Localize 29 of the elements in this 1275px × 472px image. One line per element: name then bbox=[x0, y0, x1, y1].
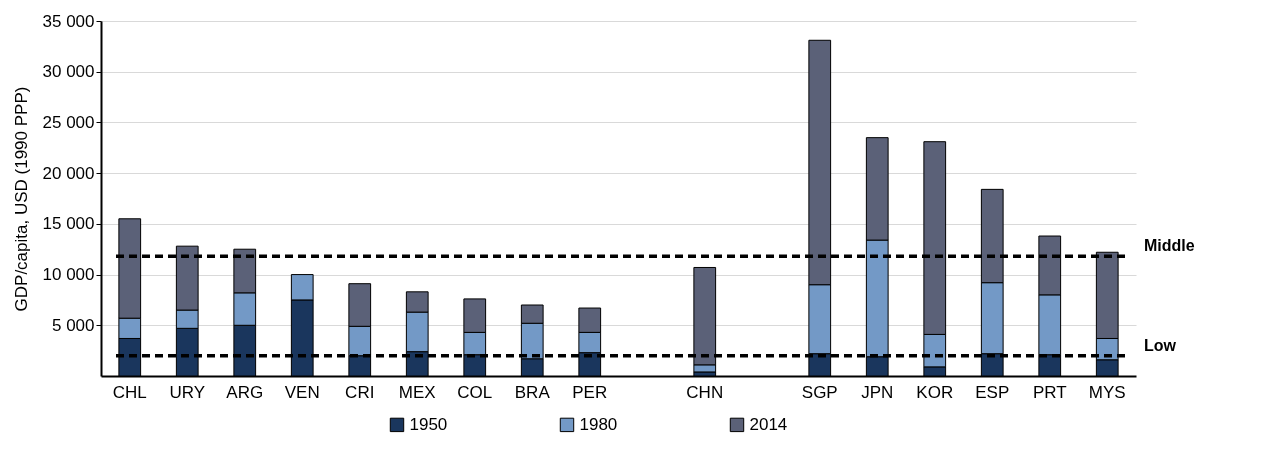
x-tick-label: ESP bbox=[975, 382, 1010, 402]
y-axis-title: GDP/capita, USD (1990 PPP) bbox=[11, 86, 31, 312]
x-tick-label: ARG bbox=[226, 382, 264, 402]
y-tick-label: 15 000 bbox=[42, 214, 95, 234]
y-tick-label: 20 000 bbox=[42, 163, 95, 183]
x-tick-label: MYS bbox=[1088, 382, 1126, 402]
legend-label: 1980 bbox=[579, 414, 618, 434]
y-tick-label: 35 000 bbox=[42, 11, 95, 31]
x-tick-label: KOR bbox=[916, 382, 954, 402]
legend-label: 1950 bbox=[409, 414, 448, 434]
x-tick-label: BRA bbox=[514, 382, 551, 402]
ref-line-label: Low bbox=[1144, 336, 1177, 354]
y-tick-label: 30 000 bbox=[42, 62, 95, 82]
legend-label: 2014 bbox=[749, 414, 788, 434]
x-tick-label: PRT bbox=[1032, 382, 1067, 402]
x-tick-label: CHN bbox=[686, 382, 724, 402]
x-tick-label: CRI bbox=[345, 382, 375, 402]
x-tick-label: COL bbox=[457, 382, 493, 402]
y-tick-label: 25 000 bbox=[42, 112, 95, 132]
x-tick-label: CHL bbox=[112, 382, 147, 402]
x-tick-label: VEN bbox=[284, 382, 320, 402]
y-tick-label: 10 000 bbox=[42, 265, 95, 285]
y-tick-label: 5 000 bbox=[51, 315, 95, 335]
x-tick-label: URY bbox=[169, 382, 206, 402]
x-tick-label: MEX bbox=[398, 382, 436, 402]
ref-line-label: Middle bbox=[1144, 237, 1195, 255]
x-tick-label: JPN bbox=[861, 382, 894, 402]
x-tick-label: PER bbox=[572, 382, 608, 402]
x-tick-label: SGP bbox=[801, 382, 838, 402]
